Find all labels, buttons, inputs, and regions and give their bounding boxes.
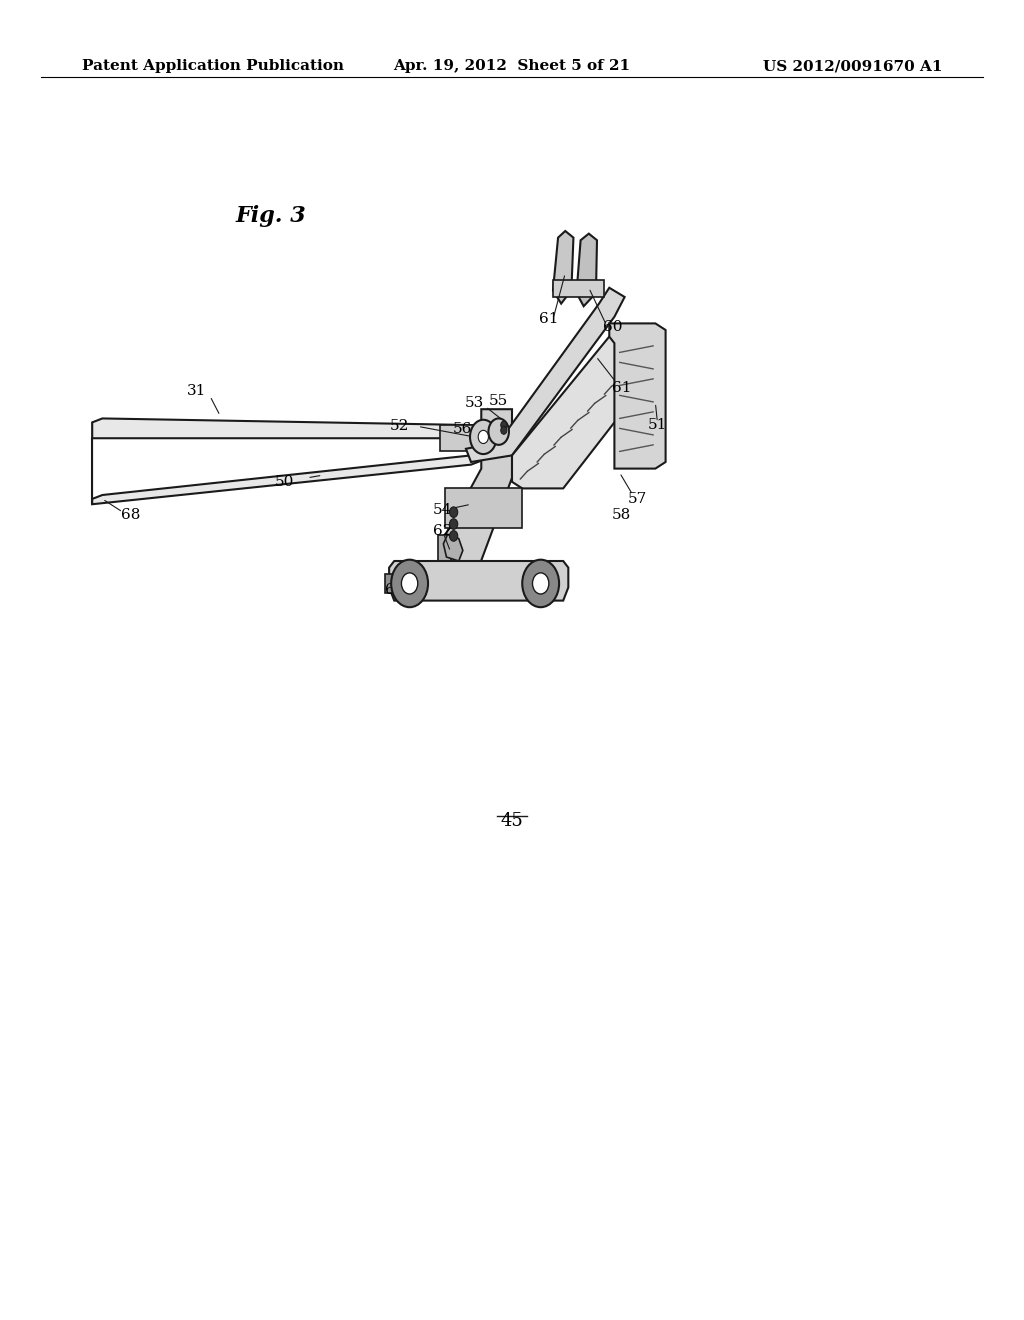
Polygon shape <box>389 561 568 601</box>
Text: 61: 61 <box>611 381 632 395</box>
Text: 57: 57 <box>628 492 646 506</box>
Text: US 2012/0091670 A1: US 2012/0091670 A1 <box>763 59 942 74</box>
Polygon shape <box>445 488 522 528</box>
Text: 55: 55 <box>489 395 508 408</box>
Text: 56: 56 <box>454 422 472 436</box>
Circle shape <box>478 430 488 444</box>
Text: Patent Application Publication: Patent Application Publication <box>82 59 344 74</box>
Text: 58: 58 <box>612 508 631 521</box>
Text: 50: 50 <box>275 475 294 488</box>
Polygon shape <box>609 323 666 469</box>
Circle shape <box>501 421 507 429</box>
Circle shape <box>450 531 458 541</box>
Polygon shape <box>553 231 573 304</box>
Text: 65: 65 <box>385 583 403 597</box>
Text: 45: 45 <box>501 812 523 830</box>
Polygon shape <box>92 418 481 438</box>
Text: 52: 52 <box>390 420 409 433</box>
Text: Fig. 3: Fig. 3 <box>236 205 306 227</box>
Circle shape <box>391 560 428 607</box>
Circle shape <box>401 573 418 594</box>
Text: Apr. 19, 2012  Sheet 5 of 21: Apr. 19, 2012 Sheet 5 of 21 <box>393 59 631 74</box>
Text: 53: 53 <box>465 396 483 409</box>
Circle shape <box>488 418 509 445</box>
Text: 68: 68 <box>122 508 140 521</box>
Circle shape <box>532 573 549 594</box>
Text: 62: 62 <box>432 524 453 537</box>
Polygon shape <box>92 451 481 504</box>
Polygon shape <box>438 535 451 583</box>
Polygon shape <box>443 535 463 561</box>
Text: 54: 54 <box>433 503 452 516</box>
Circle shape <box>450 519 458 529</box>
Polygon shape <box>577 234 597 306</box>
Polygon shape <box>512 337 655 488</box>
Polygon shape <box>440 425 481 451</box>
Circle shape <box>450 507 458 517</box>
Text: 60: 60 <box>602 321 623 334</box>
Circle shape <box>470 420 497 454</box>
Circle shape <box>522 560 559 607</box>
Text: 51: 51 <box>648 418 667 432</box>
Polygon shape <box>445 409 512 574</box>
Polygon shape <box>553 280 604 297</box>
Polygon shape <box>466 288 625 462</box>
Polygon shape <box>385 574 396 593</box>
Circle shape <box>501 426 507 434</box>
Text: 61: 61 <box>539 313 559 326</box>
Text: 31: 31 <box>187 384 206 397</box>
